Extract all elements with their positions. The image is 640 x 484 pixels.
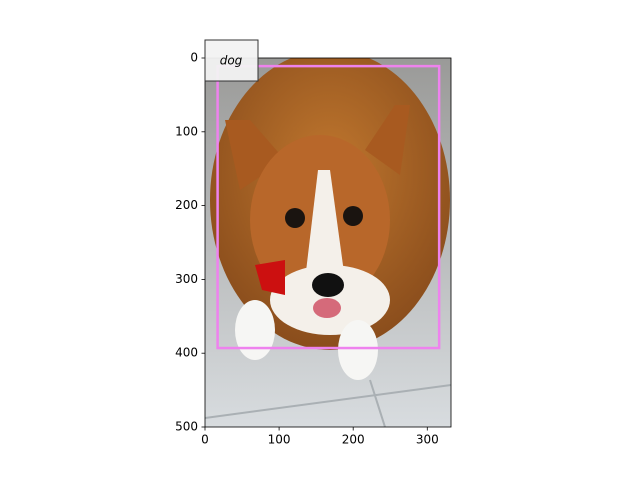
axes-frame [204, 57, 452, 428]
box-label: dog [220, 54, 243, 68]
y-tick-label: 200 [175, 198, 198, 212]
y-tick-label: 0 [190, 51, 198, 65]
y-tick-label: 300 [175, 272, 198, 286]
y-tick-label: 100 [175, 124, 198, 138]
x-tick-label: 200 [342, 433, 365, 447]
photo [205, 58, 451, 427]
y-tick-label: 400 [175, 346, 198, 360]
x-tick-label: 0 [201, 433, 209, 447]
x-tick-label: 100 [268, 433, 291, 447]
bounding-box [216, 64, 441, 350]
y-tick-label: 500 [175, 420, 198, 434]
label-box [204, 39, 259, 82]
x-tick-label: 300 [416, 433, 439, 447]
